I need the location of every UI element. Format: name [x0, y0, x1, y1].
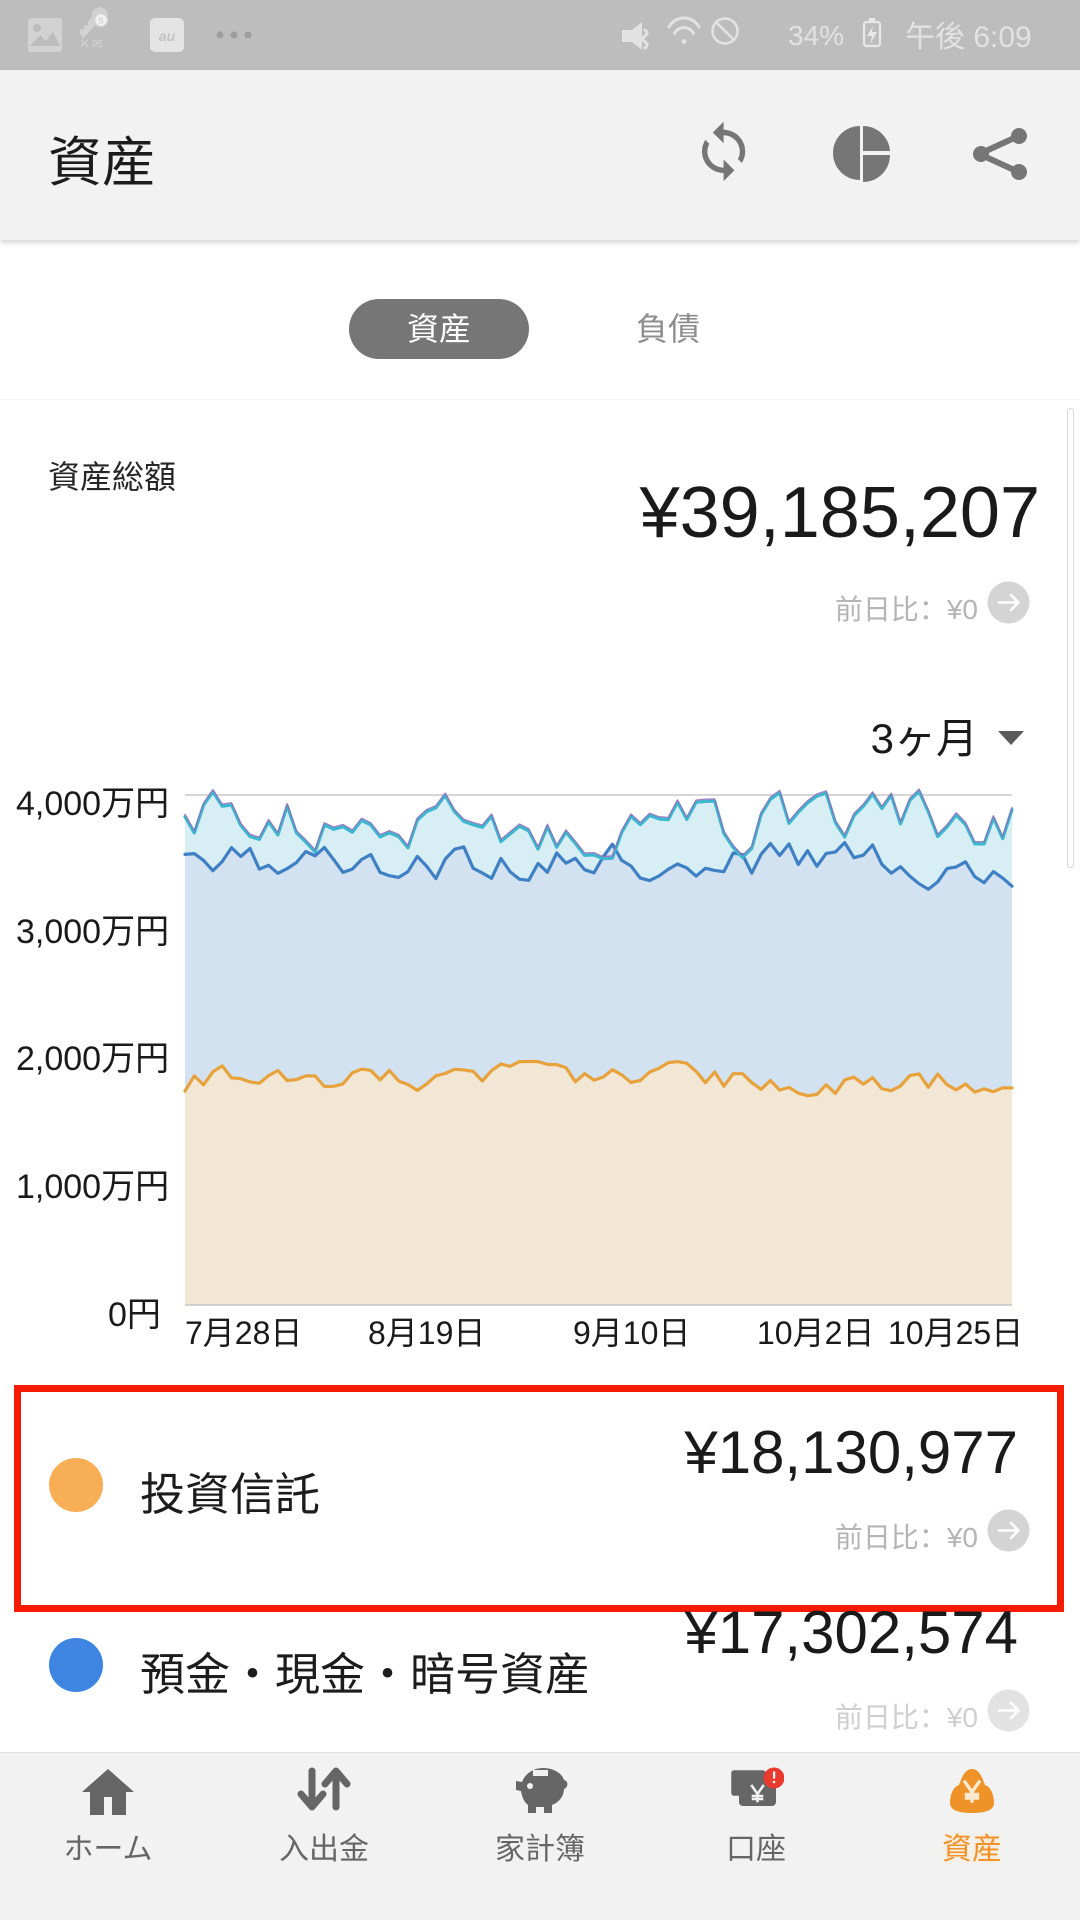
svg-text:S: S: [98, 16, 104, 26]
svg-text:✕: ✕: [79, 36, 90, 51]
svg-text:✉: ✉: [92, 36, 103, 51]
svg-text:34%: 34%: [788, 20, 844, 51]
svg-text:au: au: [159, 28, 176, 44]
svg-text:午後 6:09: 午後 6:09: [905, 21, 1032, 54]
